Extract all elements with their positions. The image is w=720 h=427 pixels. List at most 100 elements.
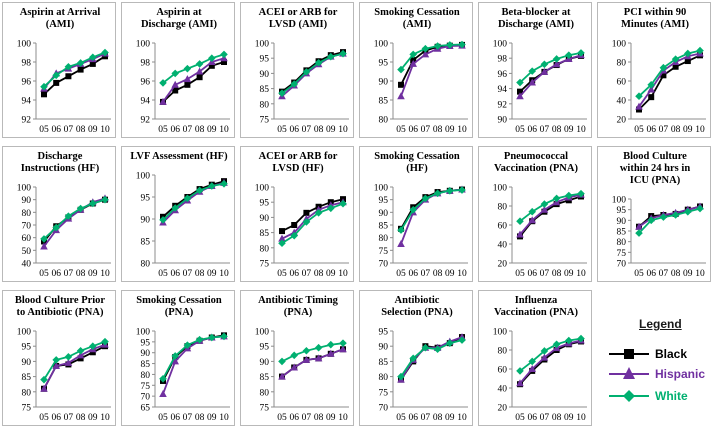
y-tick-label: 90 <box>141 349 151 359</box>
y-tick-label: 70 <box>22 222 32 232</box>
point-white <box>659 63 668 72</box>
chart-svg: Smoking Cessation(HF) 70 75 80 85 90 95 100 05 06… <box>374 151 468 279</box>
chart-title: Selection (PNA) <box>381 307 453 318</box>
y-tick-label: 95 <box>379 196 389 206</box>
point-hispanic <box>635 102 643 110</box>
point-white <box>647 216 655 225</box>
point-white <box>159 216 167 224</box>
x-tick-label: 10 <box>457 125 467 135</box>
x-tick-label: 07 <box>64 269 74 279</box>
y-tick-label: 100 <box>374 184 389 194</box>
chart-pneumococcal-vaccination-pna: Pneumococcal Vaccination (PNA) 20 40 60 80 100… <box>478 146 592 282</box>
legend-item-hispanic: Hispanic <box>603 364 718 384</box>
y-tick-label: 90 <box>379 343 389 353</box>
y-tick-label: 85 <box>141 238 151 248</box>
chart-title: Beta-blocker at <box>502 7 571 18</box>
x-tick-label: 06 <box>51 413 61 423</box>
chart-title: ICU (PNA) <box>630 175 681 186</box>
y-tick-label: 94 <box>498 85 508 95</box>
series-line-black <box>43 345 106 390</box>
point-hispanic <box>64 358 73 366</box>
point-white <box>101 337 109 346</box>
point-white <box>684 49 692 58</box>
series-line-hispanic <box>43 343 106 390</box>
y-tick-label: 60 <box>617 78 627 88</box>
y-tick-label: 40 <box>498 241 508 251</box>
y-tick-label: 98 <box>22 59 32 69</box>
chart-title: (AMI) <box>46 19 75 30</box>
point-black <box>65 73 72 80</box>
y-tick-label: 90 <box>498 116 508 126</box>
x-tick-label: 10 <box>576 413 586 423</box>
y-tick-label: 85 <box>260 229 270 239</box>
x-tick-label: 09 <box>207 269 217 279</box>
y-tick-label: 85 <box>260 85 270 95</box>
series-line-black <box>519 195 582 237</box>
x-tick-label: 05 <box>515 269 525 279</box>
y-tick-label: 100 <box>17 184 32 194</box>
point-hispanic <box>171 80 179 88</box>
point-white <box>64 353 73 361</box>
y-tick-label: 96 <box>22 78 32 88</box>
point-black <box>398 81 404 88</box>
point-hispanic <box>327 349 335 357</box>
y-tick-label: 80 <box>260 244 270 254</box>
point-white <box>671 211 680 219</box>
point-white <box>327 52 335 61</box>
x-tick-label: 09 <box>683 125 693 135</box>
point-white <box>278 89 286 97</box>
point-black <box>648 94 655 101</box>
series-line-hispanic <box>43 52 106 90</box>
point-white <box>339 49 347 58</box>
y-tick-label: 80 <box>498 347 508 357</box>
x-tick-label: 10 <box>338 125 348 135</box>
series-line-hispanic <box>281 348 344 378</box>
x-tick-label: 06 <box>289 413 299 423</box>
x-tick-label: 06 <box>289 125 299 135</box>
y-tick-label: 70 <box>379 260 389 270</box>
point-white <box>278 239 286 248</box>
point-black <box>208 62 215 69</box>
point-black <box>684 58 691 65</box>
y-tick-label: 80 <box>141 260 151 270</box>
chart-title: Discharge <box>38 151 83 162</box>
y-tick-label: 92 <box>498 100 508 110</box>
point-hispanic <box>159 97 167 105</box>
point-black <box>660 72 667 79</box>
y-tick-label: 80 <box>22 388 32 398</box>
point-black <box>291 222 298 228</box>
y-tick-label: 95 <box>379 59 389 69</box>
y-tick-label: 85 <box>22 373 32 383</box>
x-tick-label: 08 <box>552 269 562 279</box>
x-tick-label: 09 <box>564 269 574 279</box>
x-tick-label: 08 <box>433 413 443 423</box>
point-white <box>552 340 561 349</box>
point-white <box>458 186 466 194</box>
y-tick-label: 50 <box>22 247 32 257</box>
chart-acei-or-arb-for-lvsd-ami: ACEI or ARB for LVSD (AMI) 75 80 85 90 95 100 05… <box>240 2 354 138</box>
x-tick-label: 06 <box>527 269 537 279</box>
y-tick-label: 70 <box>379 404 389 414</box>
point-white <box>540 60 549 69</box>
point-hispanic <box>552 60 561 68</box>
x-tick-label: 06 <box>408 269 418 279</box>
x-tick-label: 09 <box>683 269 693 279</box>
x-tick-label: 05 <box>39 413 49 423</box>
x-tick-label: 09 <box>326 413 336 423</box>
point-white <box>458 40 466 49</box>
x-tick-label: 08 <box>76 125 86 135</box>
x-tick-label: 07 <box>421 413 431 423</box>
chart-aspirin-at-arrival-ami: Aspirin at Arrival (AMI) 92 94 96 98 100 05 06 07… <box>2 2 116 138</box>
x-tick-label: 05 <box>396 269 406 279</box>
x-tick-label: 06 <box>527 125 537 135</box>
point-white <box>684 208 692 216</box>
y-tick-label: 75 <box>260 404 270 414</box>
y-tick-label: 90 <box>260 358 270 368</box>
x-tick-label: 06 <box>51 125 61 135</box>
point-hispanic <box>314 354 323 362</box>
x-tick-label: 09 <box>88 125 98 135</box>
